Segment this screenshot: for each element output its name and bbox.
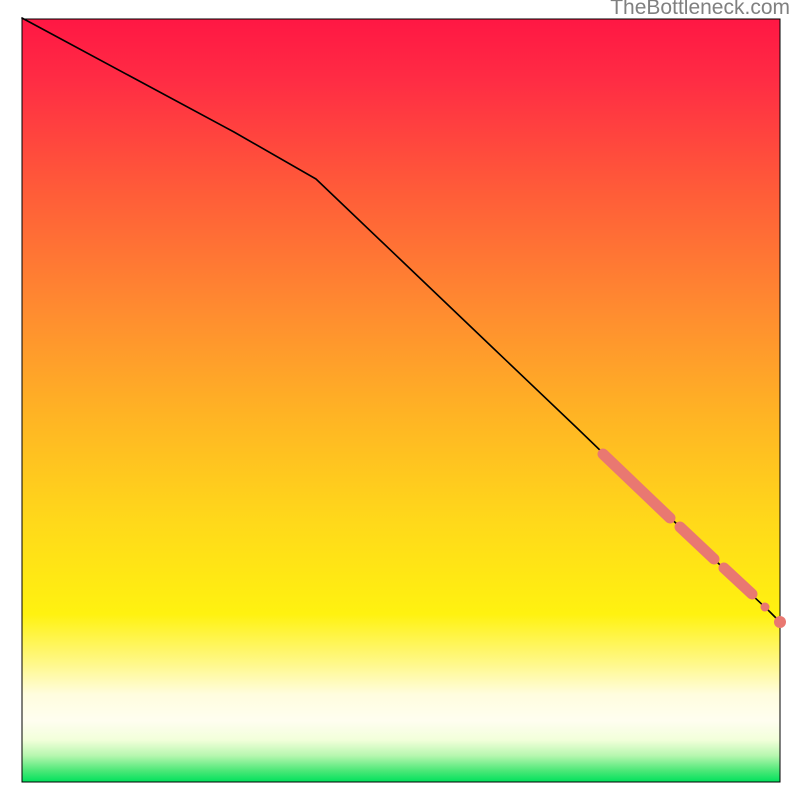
value-gradient-background [22, 19, 780, 782]
watermark-text: TheBottleneck.com [610, 0, 790, 20]
bottleneck-chart: TheBottleneck.com [0, 0, 800, 800]
